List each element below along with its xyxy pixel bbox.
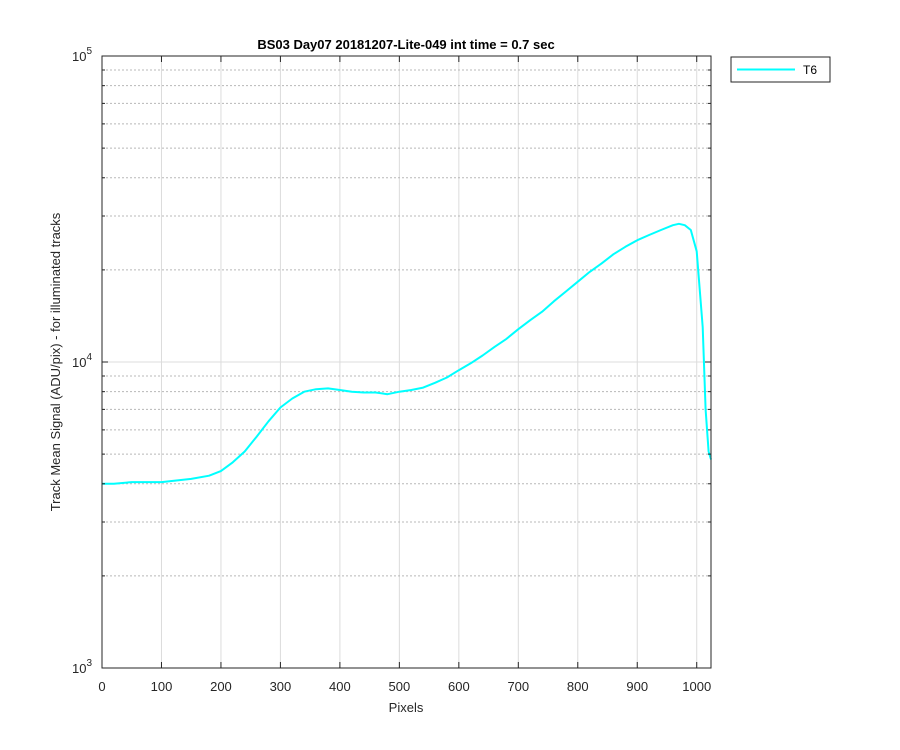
x-tick-label: 200 (210, 679, 232, 694)
x-tick-label: 500 (389, 679, 411, 694)
x-tick-label: 700 (507, 679, 529, 694)
x-tick-label: 100 (151, 679, 173, 694)
x-tick-label: 1000 (682, 679, 711, 694)
chart-title: BS03 Day07 20181207-Lite-049 int time = … (257, 37, 554, 52)
x-tick-label: 600 (448, 679, 470, 694)
y-tick-label: 104 (72, 352, 92, 370)
legend: T6 (730, 56, 831, 83)
tick-marks (101, 56, 711, 668)
x-tick-label: 900 (626, 679, 648, 694)
series-layer (102, 222, 712, 485)
x-tick-label: 300 (270, 679, 292, 694)
x-tick-labels: 0 100 200 300 400 500 600 700 800 900 1000 (98, 679, 711, 694)
y-axis-label: Track Mean Signal (ADU/pix) - for illumi… (48, 212, 63, 511)
x-tick-label: 400 (329, 679, 351, 694)
legend-label-t6: T6 (803, 63, 817, 77)
y-tick-label: 103 (72, 658, 92, 676)
series-line-t6 (102, 222, 712, 485)
y-tick-label: 105 (72, 46, 92, 64)
x-tick-label: 800 (567, 679, 589, 694)
y-tick-labels: 103 104 105 (72, 46, 92, 676)
x-tick-label: 0 (98, 679, 105, 694)
x-axis-label: Pixels (389, 700, 424, 715)
